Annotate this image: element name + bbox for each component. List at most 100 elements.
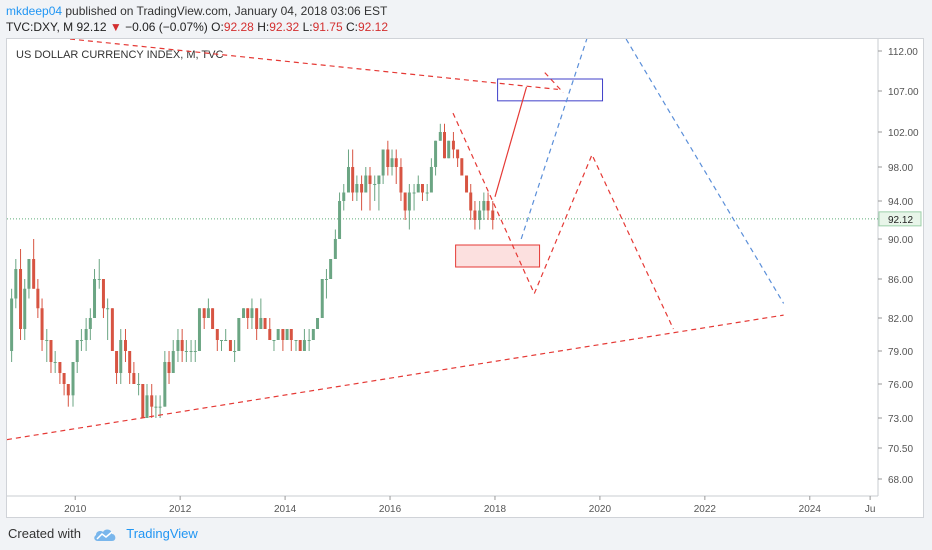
candle-body	[368, 175, 372, 184]
high-value: 92.32	[269, 20, 300, 34]
candle-body	[115, 351, 119, 373]
candle-body	[145, 395, 149, 418]
candle-body	[342, 192, 346, 201]
projection-blue-down	[625, 39, 785, 304]
y-tick-label: 79.00	[888, 347, 913, 358]
candle-body	[289, 329, 293, 340]
candle-body	[233, 351, 237, 352]
candle-body	[390, 158, 394, 167]
candle-body	[62, 373, 66, 384]
candle-body	[281, 329, 285, 340]
candle-body	[311, 329, 315, 340]
y-tick-label: 98.00	[888, 163, 913, 174]
candle-body	[333, 239, 337, 259]
close-value: 92.12	[357, 20, 388, 34]
candle-body	[237, 318, 241, 351]
last-price-badge	[878, 211, 922, 227]
y-tick-label: 94.00	[888, 197, 913, 208]
candle-body	[93, 279, 97, 318]
candle-body	[294, 340, 298, 341]
candle-body	[154, 406, 158, 408]
candle-body	[469, 192, 473, 211]
candle-body	[259, 318, 263, 329]
candle-body	[206, 308, 210, 318]
open-value: 92.28	[223, 20, 254, 34]
candle-body	[163, 362, 167, 407]
candle-body	[473, 210, 477, 220]
candle-body	[158, 406, 162, 408]
candle-body	[176, 340, 180, 351]
candle-body	[381, 149, 385, 176]
candle-body	[324, 279, 328, 280]
candle-body	[211, 308, 215, 329]
candle-body	[412, 192, 416, 194]
candle-body	[373, 184, 377, 185]
footer: Created with TradingView	[8, 525, 198, 543]
candle-body	[386, 149, 390, 167]
projection-blue-up	[520, 39, 588, 240]
projection-down-red	[544, 72, 564, 94]
candle-body	[268, 329, 272, 340]
x-tick-label: 2016	[379, 504, 402, 515]
current-price: 92.12	[76, 20, 107, 34]
x-tick-label: 2020	[589, 504, 612, 515]
candle-body	[215, 329, 219, 340]
candle-body	[71, 362, 75, 396]
candle-body	[355, 184, 359, 193]
y-tick-label: 76.00	[888, 380, 913, 391]
candle-body	[364, 175, 368, 193]
down-arrow-icon: ▼	[109, 20, 122, 34]
open-label: O:	[211, 20, 224, 34]
candle-body	[137, 384, 141, 385]
candle-body	[197, 308, 201, 351]
tradingview-brand-link[interactable]: TradingView	[126, 526, 198, 541]
y-tick-label: 90.00	[888, 235, 913, 246]
candle-body	[360, 184, 364, 193]
candle-body	[193, 351, 197, 352]
candle-body	[486, 201, 490, 211]
candle-body	[377, 175, 381, 184]
low-label: L:	[302, 20, 313, 34]
candle-body	[101, 279, 105, 309]
candle-body	[220, 340, 224, 341]
candle-body	[425, 192, 429, 194]
candle-body	[351, 167, 355, 193]
candle-body	[224, 340, 228, 341]
candle-body	[302, 340, 306, 351]
candle-body	[184, 351, 188, 352]
publish-info: mkdeep04 published on TradingView.com, J…	[6, 3, 387, 19]
candle-body	[180, 340, 184, 351]
candle-body	[465, 175, 469, 193]
candle-body	[285, 329, 289, 340]
candle-body	[460, 158, 464, 176]
candle-body	[123, 340, 127, 351]
candle-body	[338, 201, 342, 239]
candle-body	[45, 340, 49, 341]
candle-body	[202, 308, 206, 318]
y-tick-label: 112.00	[888, 47, 918, 58]
candle-body	[272, 340, 276, 341]
candle-body	[53, 362, 57, 363]
y-tick-label: 73.00	[888, 414, 913, 425]
candle-body	[434, 140, 438, 167]
created-with-text: Created with	[8, 526, 81, 541]
candle-body	[10, 298, 14, 351]
candle-body	[394, 158, 398, 167]
y-tick-label: 86.00	[888, 275, 913, 286]
candle-body	[456, 149, 460, 159]
candle-body	[167, 362, 171, 373]
candle-body	[298, 340, 302, 351]
candle-body	[443, 132, 446, 159]
candle-body	[263, 318, 267, 329]
candle-body	[447, 140, 451, 159]
author-link[interactable]: mkdeep04	[6, 4, 63, 18]
candle-body	[346, 167, 350, 193]
publish-text: published on TradingView.com, January 04…	[62, 4, 388, 18]
chart-frame[interactable]	[6, 38, 924, 518]
x-tick-label: 2010	[64, 504, 87, 515]
candle-body	[66, 384, 70, 396]
candle-body	[79, 340, 83, 341]
support-box	[455, 244, 541, 268]
symbol-line: TVC:DXY, M 92.12 ▼ −0.06 (−0.07%) O:92.2…	[6, 19, 388, 35]
